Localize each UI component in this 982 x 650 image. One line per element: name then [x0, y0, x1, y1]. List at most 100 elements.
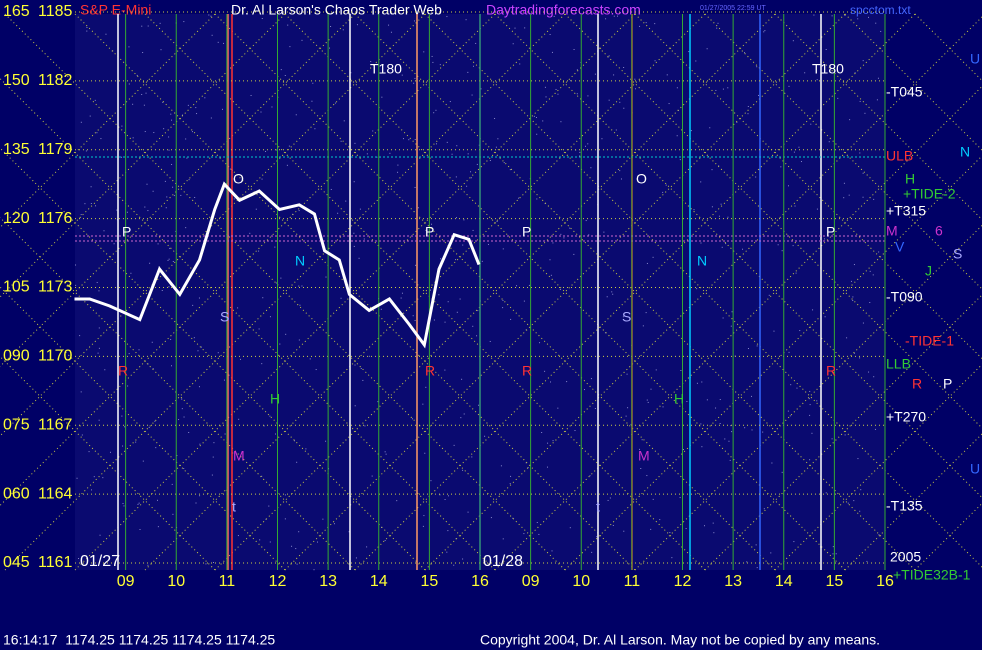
- annotation: U: [970, 51, 980, 67]
- dot: [401, 292, 403, 294]
- dot: [711, 169, 713, 171]
- dot: [178, 419, 180, 421]
- dot: [487, 243, 489, 245]
- dot: [527, 467, 529, 469]
- dot: [559, 288, 561, 290]
- annotation: T180: [812, 61, 844, 77]
- dot: [144, 131, 146, 133]
- dot: [525, 462, 527, 464]
- dot: [354, 142, 356, 144]
- dot: [523, 300, 525, 302]
- y2-tick-label: 045: [3, 554, 30, 571]
- dot: [655, 369, 657, 371]
- dot: [510, 318, 512, 320]
- dot: [147, 25, 149, 27]
- dot: [613, 74, 615, 76]
- dot: [828, 141, 830, 143]
- annotation: N: [960, 144, 970, 160]
- dot: [591, 551, 593, 553]
- dot: [197, 350, 199, 352]
- dot: [460, 417, 462, 419]
- y2-tick-label: 060: [3, 485, 30, 502]
- dot: [288, 145, 290, 147]
- dot: [205, 563, 207, 565]
- dot: [832, 546, 834, 548]
- dot: [123, 505, 125, 507]
- dot: [211, 474, 213, 476]
- dot: [541, 432, 543, 434]
- dot: [122, 445, 124, 447]
- dot: [258, 328, 260, 330]
- dot: [141, 93, 143, 95]
- dot: [358, 257, 360, 259]
- annotation: 01/27: [80, 553, 120, 570]
- dot: [138, 502, 140, 504]
- dot: [195, 107, 197, 109]
- dot: [472, 65, 474, 67]
- dot: [489, 160, 491, 162]
- x-tick-label: 16: [876, 573, 894, 590]
- dot: [796, 387, 798, 389]
- dot: [455, 176, 457, 178]
- dot: [424, 452, 426, 454]
- dot: [121, 125, 123, 127]
- dot: [850, 280, 852, 282]
- dot: [686, 401, 688, 403]
- annotation: T180: [370, 61, 402, 77]
- dot: [269, 541, 271, 543]
- dot: [693, 209, 695, 211]
- dot: [780, 166, 782, 168]
- dot: [650, 388, 652, 390]
- dot: [183, 468, 185, 470]
- y2-tick-label: 120: [3, 210, 30, 227]
- dot: [590, 167, 592, 169]
- y-tick-label: 1173: [38, 279, 73, 296]
- dot: [390, 31, 392, 33]
- dot: [671, 287, 673, 289]
- dot: [414, 20, 416, 22]
- dot: [671, 557, 673, 559]
- dot: [524, 27, 526, 29]
- dot: [446, 16, 448, 18]
- site: Daytradingforecasts.com: [486, 2, 641, 18]
- dot: [626, 373, 628, 375]
- dot: [476, 163, 478, 165]
- dot: [620, 178, 622, 180]
- dot: [139, 528, 141, 530]
- dot: [544, 86, 546, 88]
- dot: [238, 418, 240, 420]
- dot: [122, 503, 124, 505]
- dot: [470, 171, 472, 173]
- dot: [265, 150, 267, 152]
- dot: [646, 262, 648, 264]
- dot: [98, 327, 100, 329]
- dot: [359, 208, 361, 210]
- dot: [249, 232, 251, 234]
- dot: [645, 312, 647, 314]
- annotation: +T270: [886, 409, 926, 425]
- dot: [878, 251, 880, 253]
- dot: [313, 569, 315, 571]
- dot: [613, 15, 615, 17]
- dot: [523, 533, 525, 535]
- dot: [878, 534, 880, 536]
- dot: [305, 448, 307, 450]
- dot: [804, 72, 806, 74]
- dot: [573, 48, 575, 50]
- dot: [295, 114, 297, 116]
- annotation: t: [232, 499, 236, 515]
- readout: 16:14:17 1174.25 1174.25 1174.25 1174.25: [3, 632, 275, 648]
- dot: [78, 558, 80, 560]
- dot: [301, 39, 303, 41]
- dot: [646, 475, 648, 477]
- dot: [639, 448, 641, 450]
- dot: [789, 415, 791, 417]
- dot: [794, 205, 796, 207]
- dot: [497, 138, 499, 140]
- dot: [709, 127, 711, 129]
- dot: [552, 242, 554, 244]
- y2-tick-label: 165: [3, 3, 30, 20]
- dot: [831, 438, 833, 440]
- dot: [191, 131, 193, 133]
- dot: [380, 308, 382, 310]
